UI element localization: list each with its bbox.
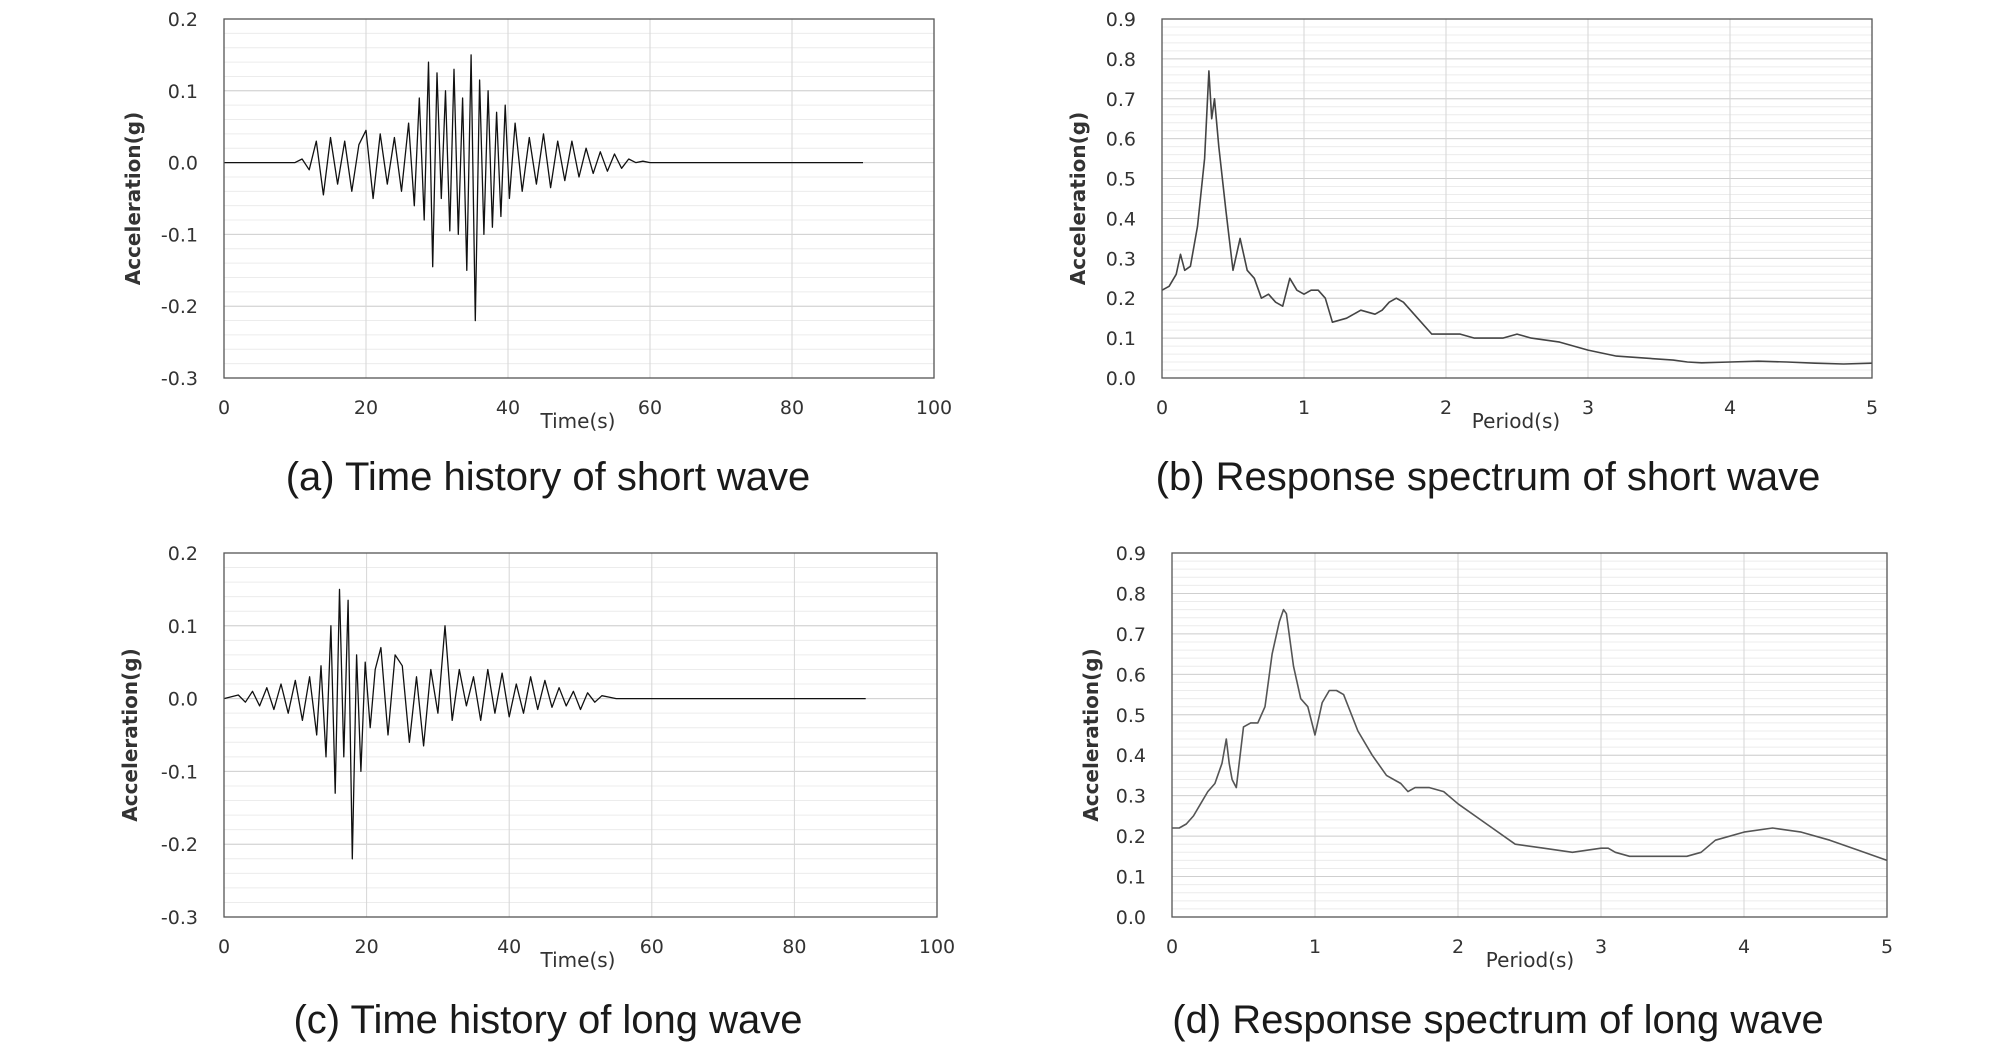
y-tick-label: 0.6: [1106, 129, 1136, 151]
y-tick-label: 0.6: [1116, 664, 1146, 686]
chart-caption: (b) Response spectrum of short wave: [1156, 455, 1821, 499]
y-tick-label: -0.1: [161, 761, 198, 783]
y-tick-label: 0.8: [1106, 49, 1136, 71]
x-tick-label: 20: [354, 397, 378, 419]
plot-frame: [1161, 18, 1873, 379]
plot-frame: [223, 552, 938, 918]
series-line: [224, 54, 863, 322]
x-tick-label: 0: [1166, 936, 1178, 958]
x-tick-label: 80: [782, 936, 806, 958]
y-tick-label: 0.8: [1116, 583, 1146, 605]
y-tick-label: 0.1: [168, 81, 198, 103]
x-tick-label: 4: [1738, 936, 1750, 958]
x-tick-label: 1: [1309, 936, 1321, 958]
series-line: [223, 588, 866, 860]
y-axis-label: Acceleration(g): [118, 648, 142, 822]
chart-caption: (a) Time history of short wave: [286, 455, 811, 499]
x-tick-label: 60: [640, 936, 664, 958]
x-tick-label: 80: [780, 397, 804, 419]
y-axis-label: Acceleration(g): [121, 112, 145, 286]
x-tick-label: 3: [1582, 397, 1594, 419]
plot-frame: [1171, 552, 1888, 918]
x-tick-label: 0: [218, 397, 230, 419]
x-tick-label: 5: [1881, 936, 1893, 958]
x-tick-label: 60: [638, 397, 662, 419]
y-tick-label: -0.1: [161, 224, 198, 246]
series-line: [1161, 70, 1873, 365]
x-tick-label: 100: [919, 936, 955, 958]
y-tick-label: 0.5: [1116, 705, 1146, 727]
x-tick-label: 3: [1595, 936, 1607, 958]
chart-panel-1: 0.2 0.1 0.0 -0.1 -0.2 -0.3 0 20 40 60 80 100 Time(s)…: [121, 9, 952, 499]
y-tick-label: 0.7: [1116, 624, 1146, 646]
y-tick-label: 0.0: [168, 689, 198, 711]
y-tick-label: 0.0: [168, 153, 198, 175]
y-tick-label: 0.2: [168, 9, 198, 31]
y-tick-label: 0.5: [1106, 169, 1136, 191]
y-tick-label: 0.2: [1116, 826, 1146, 848]
x-tick-label: 40: [496, 397, 520, 419]
x-tick-label: 1: [1298, 397, 1310, 419]
y-tick-label: 0.9: [1116, 543, 1146, 565]
y-tick-label: 0.3: [1106, 248, 1136, 270]
y-tick-label: 0.0: [1106, 368, 1136, 390]
y-tick-label: 0.1: [1106, 328, 1136, 350]
x-axis-label: Period(s): [1486, 948, 1574, 972]
x-tick-label: 5: [1866, 397, 1878, 419]
chart-caption: (c) Time history of long wave: [293, 998, 802, 1042]
x-tick-label: 20: [355, 936, 379, 958]
chart-panel-2: 0.9 0.8 0.7 0.6 0.5 0.4 0.3 0.2 0.1 0.0 0 1 2 3 4 5 Peri…: [1066, 9, 1878, 499]
y-tick-label: 0.2: [168, 543, 198, 565]
x-tick-label: 0: [218, 936, 230, 958]
y-tick-label: -0.2: [161, 834, 198, 856]
y-tick-label: 0.3: [1116, 786, 1146, 808]
y-tick-label: -0.3: [161, 907, 198, 929]
chart-panel-3: 0.2 0.1 0.0 -0.1 -0.2 -0.3 0 20 40 60 80 100 Time(s)…: [118, 543, 955, 1042]
y-tick-label: 0.1: [1116, 867, 1146, 889]
x-axis-label: Time(s): [540, 948, 616, 972]
x-axis-label: Time(s): [540, 409, 616, 433]
plot-frame: [223, 18, 935, 379]
y-tick-label: 0.4: [1106, 208, 1136, 230]
y-tick-label: 0.4: [1116, 745, 1146, 767]
x-tick-label: 4: [1724, 397, 1736, 419]
x-axis-label: Period(s): [1472, 409, 1560, 433]
x-tick-label: 2: [1452, 936, 1464, 958]
y-tick-label: -0.3: [161, 368, 198, 390]
y-tick-label: 0.2: [1106, 288, 1136, 310]
x-tick-label: 0: [1156, 397, 1168, 419]
x-tick-label: 40: [497, 936, 521, 958]
series-line: [1172, 608, 1888, 862]
chart-panel-4: 0.9 0.8 0.7 0.6 0.5 0.4 0.3 0.2 0.1 0.0 0 1 2 3 4 5 Peri…: [1079, 543, 1893, 1042]
y-tick-label: 0.1: [168, 616, 198, 638]
y-tick-label: 0.7: [1106, 89, 1136, 111]
y-tick-label: -0.2: [161, 296, 198, 318]
chart-caption: (d) Response spectrum of long wave: [1172, 998, 1823, 1042]
y-tick-label: 0.0: [1116, 907, 1146, 929]
y-axis-label: Acceleration(g): [1066, 112, 1090, 286]
x-tick-label: 2: [1440, 397, 1452, 419]
y-tick-label: 0.9: [1106, 9, 1136, 31]
y-axis-label: Acceleration(g): [1079, 648, 1103, 822]
x-tick-label: 100: [916, 397, 952, 419]
